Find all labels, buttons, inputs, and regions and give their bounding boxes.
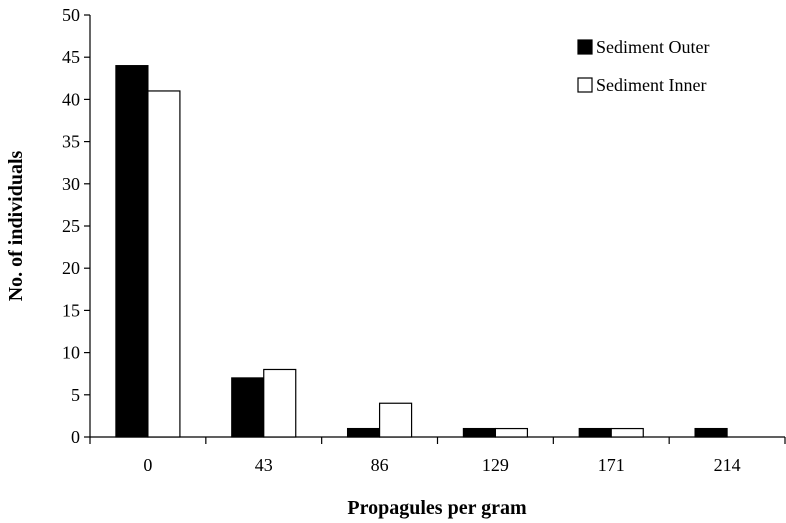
bar-sediment-outer-129 (462, 427, 497, 438)
legend: Sediment Outer Sediment Inner (577, 37, 709, 95)
x-axis-title: Propagules per gram (347, 497, 527, 519)
y-tick-label: 0 (71, 427, 80, 447)
y-tick-label: 50 (62, 5, 80, 25)
bar-sediment-inner-129 (494, 427, 529, 438)
bar-sediment-inner-43 (263, 368, 297, 438)
bar-sediment-inner-86 (378, 402, 413, 438)
bar-sediment-outer-86 (346, 427, 381, 438)
x-tick-label: 43 (255, 455, 273, 475)
x-tick-label: 214 (714, 455, 741, 475)
bars (115, 65, 728, 438)
legend-swatch (577, 77, 593, 93)
legend-label: Sediment Inner (596, 75, 706, 95)
y-tick-label: 30 (62, 174, 80, 194)
y-tick-label: 15 (62, 300, 80, 320)
y-tick-label: 40 (62, 89, 80, 109)
y-tick-label: 25 (62, 216, 80, 236)
x-tick-label: 171 (598, 455, 625, 475)
bar-sediment-outer-0 (115, 65, 149, 438)
legend-swatch (577, 39, 593, 55)
y-tick-label: 20 (62, 258, 80, 278)
y-tick-label: 5 (71, 385, 80, 405)
legend-label: Sediment Outer (596, 37, 709, 57)
y-tick-label: 35 (62, 132, 80, 152)
x-axis: 0 43 86 129 171 214 (89, 436, 786, 475)
y-axis: 0 5 10 15 20 25 30 35 40 45 50 (62, 5, 91, 447)
bar-sediment-outer-43 (231, 377, 265, 438)
bar-sediment-inner-171 (610, 427, 644, 438)
bar-sediment-outer-214 (694, 427, 728, 438)
y-tick-label: 45 (62, 47, 80, 67)
bar-sediment-inner-0 (147, 90, 181, 438)
y-tick-label: 10 (62, 343, 80, 363)
x-tick-label: 0 (143, 455, 152, 475)
y-axis-title: No. of individuals (5, 150, 27, 301)
x-tick-label: 86 (371, 455, 389, 475)
bar-sediment-outer-171 (578, 427, 612, 438)
x-tick-label: 129 (482, 455, 509, 475)
